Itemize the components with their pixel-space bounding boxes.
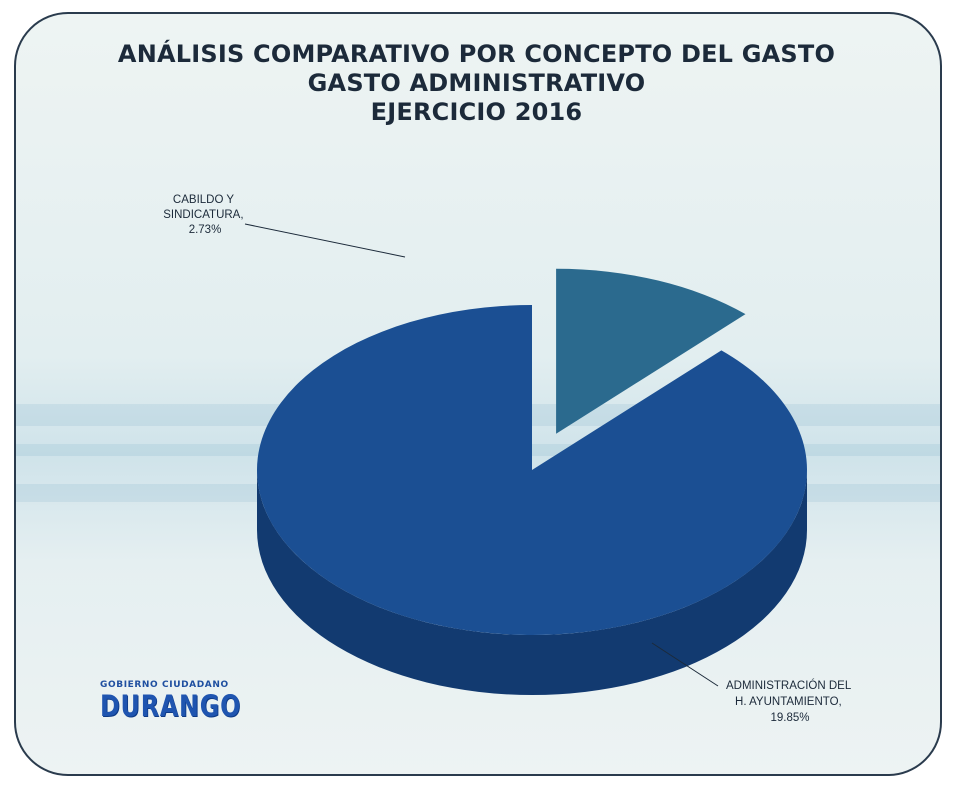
chart-title-line-1: ANÁLISIS COMPARATIVO POR CONCEPTO DEL GA… bbox=[117, 40, 836, 68]
data-label-cabildo-line-1: CABILDO Y bbox=[173, 194, 234, 206]
chart-title: ANÁLISIS COMPARATIVO POR CONCEPTO DEL GA… bbox=[0, 40, 953, 127]
data-label-cabildo: CABILDO Y SINDICATURA, 2.73% bbox=[163, 194, 247, 236]
data-label-administracion-value: 19.85% bbox=[770, 712, 809, 724]
pie-slice-administracion bbox=[256, 304, 807, 635]
data-label-administracion-line-1: ADMINISTRACIÓN DEL bbox=[726, 679, 852, 692]
logo-top-text: GOBIERNO CIUDADANO bbox=[100, 680, 229, 690]
data-label-administracion: ADMINISTRACIÓN DEL H. AYUNTAMIENTO, 19.8… bbox=[726, 679, 854, 724]
leader-line-administracion bbox=[651, 642, 719, 687]
pie-slice-cabildo bbox=[556, 268, 746, 434]
durango-logo: GOBIERNO CIUDADANO DURANGO bbox=[100, 680, 270, 724]
chart-title-line-3: EJERCICIO 2016 bbox=[370, 98, 583, 126]
logo-main-text: DURANGO bbox=[100, 689, 242, 723]
data-label-administracion-line-2: H. AYUNTAMIENTO, bbox=[735, 696, 842, 708]
pie-layer bbox=[256, 268, 807, 695]
data-label-cabildo-value: 2.73% bbox=[189, 224, 222, 236]
chart-title-line-2: GASTO ADMINISTRATIVO bbox=[307, 69, 646, 97]
leader-line-cabildo bbox=[244, 223, 406, 258]
label-layer: CABILDO Y SINDICATURA, 2.73% ADMINISTRAC… bbox=[163, 194, 854, 724]
data-label-cabildo-line-2: SINDICATURA, bbox=[163, 209, 243, 221]
pie-slice-side-administracion bbox=[257, 470, 807, 695]
